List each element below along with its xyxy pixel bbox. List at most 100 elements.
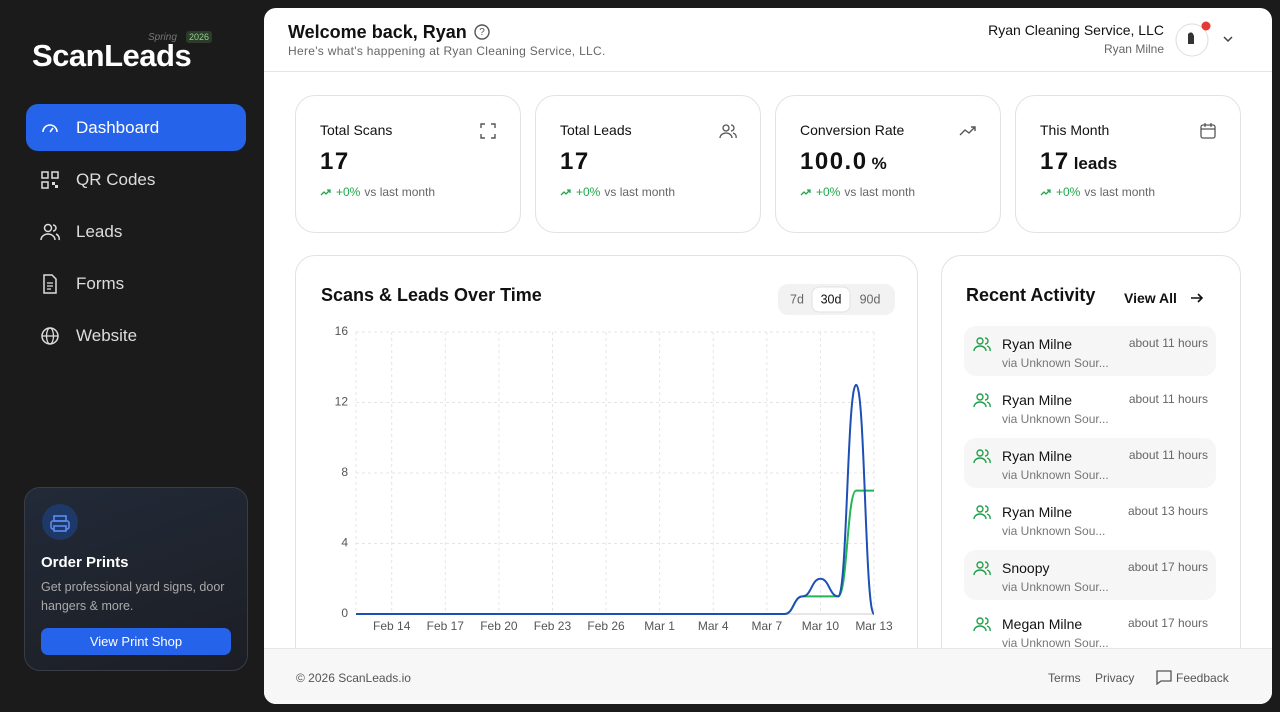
welcome-subtitle: Here's what's happening at Ryan Cleaning…	[288, 44, 606, 58]
x-tick-label: Feb 14	[373, 619, 411, 633]
stat-value: 100.0	[800, 148, 868, 175]
stat-change-row: +0% vs last month	[560, 185, 675, 199]
lead-icon	[973, 393, 991, 408]
nav-item[interactable]: Dashboard	[26, 104, 246, 151]
x-tick-label: Mar 7	[751, 619, 782, 633]
footer-link[interactable]: Terms	[1048, 671, 1081, 685]
lead-source: via Unknown Sou...	[1002, 524, 1106, 538]
x-tick-label: Feb 23	[534, 619, 572, 633]
chart-card: Scans & Leads Over Time 7d 30d 90d 0 4 8 12 16 Fe…	[295, 255, 918, 648]
stat-value-row: 17	[560, 148, 590, 176]
activity-item[interactable]: Megan Milne via Unknown Sour... about 17 h…	[964, 606, 1216, 648]
stat-value: 17	[1040, 148, 1070, 175]
y-tick-label: 12	[335, 395, 349, 409]
trend-icon	[320, 189, 331, 196]
lead-name: Ryan Milne	[1002, 448, 1073, 464]
lead-time: about 11 hours	[1128, 448, 1208, 462]
footer-link[interactable]: Privacy	[1095, 671, 1135, 685]
stat-unit: leads	[1073, 154, 1118, 173]
chart-title: Scans & Leads Over Time	[321, 285, 542, 305]
feedback-icon	[1156, 670, 1172, 685]
copyright: © 2026 ScanLeads.io	[296, 671, 411, 685]
activity-card: Recent Activity View All Ryan Milne via Unk…	[941, 255, 1241, 648]
promo-icon	[42, 504, 78, 540]
lead-icon	[973, 337, 991, 352]
series-line	[356, 489, 874, 615]
stat-value: 17	[320, 148, 350, 175]
nav-item[interactable]: Leads	[26, 208, 246, 255]
y-tick-label: 4	[341, 536, 348, 550]
stat-unit: %	[871, 154, 887, 173]
stat-change: +0%	[1056, 185, 1081, 199]
lead-source: via Unknown Sour...	[1002, 412, 1109, 426]
y-tick-label: 0	[341, 606, 348, 620]
stat-change: +0%	[576, 185, 601, 199]
stat-note: vs last month	[364, 185, 436, 199]
activity-item[interactable]: Ryan Milne via Unknown Sour... about 11 ho…	[964, 382, 1216, 432]
stat-note: vs last month	[1084, 185, 1156, 199]
stat-label: Total Leads	[560, 122, 632, 138]
trend-icon	[800, 189, 811, 196]
nav-icon	[41, 171, 59, 189]
lead-icon	[973, 561, 991, 576]
help-icon[interactable]: ?	[473, 23, 491, 41]
y-tick-label: 16	[335, 324, 349, 338]
stat-label: Conversion Rate	[800, 122, 905, 138]
footer-link[interactable]: Feedback	[1176, 671, 1229, 685]
range-option[interactable]: 30d	[821, 292, 842, 306]
svg-text:?: ?	[479, 27, 485, 38]
stat-card: Total Scans 17 +0% vs last month	[295, 95, 521, 233]
lead-time: about 11 hours	[1128, 392, 1208, 406]
x-tick-label: Mar 13	[855, 619, 893, 633]
range-option[interactable]: 7d	[790, 292, 804, 306]
y-tick-label: 8	[341, 465, 348, 479]
stat-change-row: +0% vs last month	[320, 185, 435, 199]
stat-label: This Month	[1040, 122, 1110, 138]
lead-source: via Unknown Sour...	[1002, 580, 1109, 594]
chart: Scans & Leads Over Time 7d 30d 90d 0 4 8 12 16 Fe…	[321, 284, 895, 633]
nav-icon	[42, 124, 58, 133]
stat-label: Total Scans	[320, 122, 393, 138]
stat-card: Conversion Rate 100.0% +0% vs last month	[775, 95, 1001, 233]
x-tick-label: Feb 26	[587, 619, 625, 633]
nav-item[interactable]: QR Codes	[26, 156, 246, 203]
promo-title: Order Prints	[41, 554, 129, 571]
arrow-icon	[1191, 293, 1204, 303]
lead-time: about 13 hours	[1127, 504, 1208, 518]
x-tick-label: Mar 1	[644, 619, 675, 633]
welcome-title: Welcome back, Ryan	[288, 22, 467, 42]
lead-icon	[973, 449, 991, 464]
sidebar: ScanLeads Spring 2026 Order Prints Get p…	[0, 0, 264, 712]
avatar-menu[interactable]	[1174, 20, 1244, 60]
activity-item[interactable]: Ryan Milne via Unknown Sou... about 13 hou…	[964, 494, 1216, 544]
x-tick-label: Mar 4	[698, 619, 729, 633]
activity-title: Recent Activity	[966, 285, 1096, 305]
range-option[interactable]: 90d	[860, 292, 881, 306]
nav-item[interactable]: Website	[26, 312, 246, 359]
brand[interactable]: ScanLeads	[32, 38, 192, 73]
content: Total Scans 17 +0% vs last month Total Leads…	[264, 72, 1272, 648]
stat-change-row: +0% vs last month	[1040, 185, 1155, 199]
x-tick-label: Feb 20	[480, 619, 518, 633]
activity-item[interactable]: Ryan Milne via Unknown Sour... about 11 ho…	[964, 438, 1216, 488]
trend-icon	[1040, 189, 1051, 196]
stat-card: This Month 17 leads +0% vs last month	[1015, 95, 1241, 233]
stat-value: 17	[560, 148, 590, 175]
lead-time: about 11 hours	[1128, 336, 1208, 350]
user-name: Ryan Milne	[1103, 42, 1164, 56]
activity-item[interactable]: Snoopy via Unknown Sour... about 17 hours	[964, 550, 1216, 600]
lead-source: via Unknown Sour...	[1002, 356, 1109, 370]
lead-name: Megan Milne	[1002, 616, 1083, 632]
activity-item[interactable]: Ryan Milne via Unknown Sour... about 11 ho…	[964, 326, 1216, 376]
promo-card: Order Prints Get professional yard signs…	[24, 487, 248, 671]
nav-icon	[43, 274, 57, 294]
nav-icon	[41, 327, 59, 345]
view-all[interactable]: View All	[1124, 290, 1177, 306]
nav-icon	[40, 223, 60, 241]
lead-source: via Unknown Sour...	[1002, 468, 1109, 482]
stat-value-row: 100.0%	[800, 148, 887, 176]
nav-item[interactable]: Forms	[26, 260, 246, 307]
lead-time: about 17 hours	[1127, 560, 1208, 574]
promo-button[interactable]: View Print Shop	[41, 628, 231, 655]
